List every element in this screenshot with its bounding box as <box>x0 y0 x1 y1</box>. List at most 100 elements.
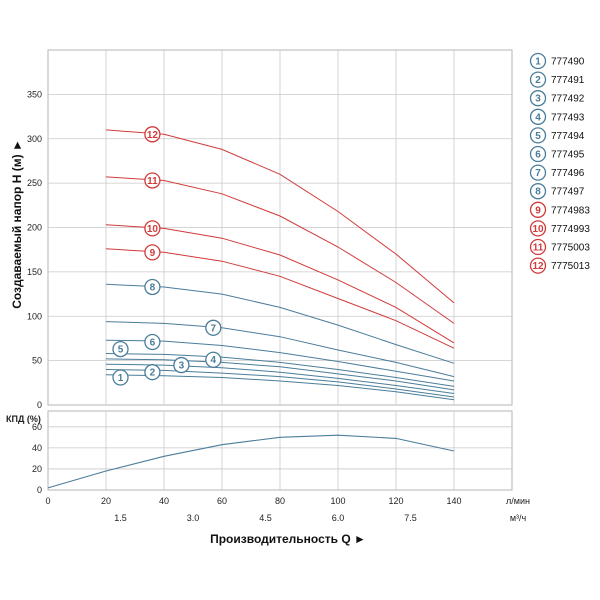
head-curve-8 <box>105 283 455 364</box>
head-axis-title: Создаваемый напор H (м) ► <box>10 139 24 309</box>
curve-marker-7: 7 <box>205 319 222 336</box>
curve-marker-2: 2 <box>144 364 161 381</box>
legend-badge-number: 11 <box>533 243 544 254</box>
marker-circle <box>112 369 129 386</box>
head-curve-12 <box>105 129 455 304</box>
efficiency-panel-grid <box>47 410 513 491</box>
x-unit-primary: л/мин <box>506 496 530 506</box>
legend-badge-number: 8 <box>535 187 541 198</box>
legend-item: 8 777497 <box>529 183 585 200</box>
legend-badge-number: 7 <box>535 168 541 179</box>
x-ticks-primary: 0 20 40 60 80 100 120 140 <box>45 496 461 506</box>
head-y-tick-label: 50 <box>32 356 42 366</box>
legend-badge-number: 4 <box>535 112 541 123</box>
head-curve-3 <box>105 363 455 394</box>
marker-circle <box>144 364 161 381</box>
curve-marker-12: 12 <box>144 126 161 143</box>
legend-item: 3 777492 <box>529 90 585 107</box>
x-tick-secondary-label: 4.5 <box>259 513 272 523</box>
legend-label: 7775013 <box>551 261 590 272</box>
x-tick-secondary-label: 7.5 <box>404 513 417 523</box>
legend-badge <box>529 183 547 200</box>
legend-item: 4 777493 <box>529 108 585 125</box>
legend-badge-number: 3 <box>535 94 541 105</box>
marker-number: 1 <box>118 373 124 384</box>
marker-number: 6 <box>150 337 156 348</box>
curve-marker-1: 1 <box>112 369 129 386</box>
head-curve-2 <box>105 369 455 398</box>
x-tick-secondary-label: 1.5 <box>114 513 127 523</box>
legend-item: 12 7775013 <box>529 257 590 274</box>
head-curves <box>105 129 455 401</box>
legend-badge <box>529 201 547 218</box>
x-tick-primary-label: 80 <box>275 496 285 506</box>
efficiency-y-tick-label: 40 <box>32 443 42 453</box>
legend-label: 7775003 <box>551 243 590 254</box>
curve-marker-10: 10 <box>144 220 161 237</box>
legend-badge-number: 10 <box>532 224 544 235</box>
head-curve-6 <box>105 339 455 382</box>
legend-item: 11 7775003 <box>529 238 590 256</box>
marker-number: 8 <box>150 282 156 293</box>
efficiency-curve <box>47 434 455 489</box>
head-curve-11 <box>105 176 455 324</box>
efficiency-curve-group <box>47 434 455 489</box>
legend-item: 7 777496 <box>529 164 585 181</box>
head-y-tick-label: 150 <box>27 267 42 277</box>
legend-label: 777496 <box>551 168 585 179</box>
legend-item: 2 777491 <box>529 71 585 88</box>
marker-circle <box>144 333 161 351</box>
legend-badge-number: 6 <box>535 150 541 161</box>
legend-badge-number: 2 <box>535 75 541 86</box>
curve-marker-6: 6 <box>144 333 161 351</box>
marker-circle <box>112 340 129 358</box>
x-ticks-secondary: 1.5 3.0 4.5 6.0 7.5 <box>114 513 417 523</box>
head-curve-5 <box>105 353 455 387</box>
head-curve-7 <box>105 321 455 378</box>
legend-badge <box>529 257 547 274</box>
curve-marker-11: 11 <box>144 172 161 189</box>
marker-number: 3 <box>179 361 185 372</box>
legend-item: 5 777494 <box>529 127 585 144</box>
legend-label: 777491 <box>551 75 585 86</box>
legend-badge <box>529 145 547 163</box>
marker-number: 12 <box>147 130 159 141</box>
efficiency-y-tick-label: 20 <box>32 464 42 474</box>
legend-badge <box>529 164 547 181</box>
legend-label: 7774993 <box>551 224 590 235</box>
legend-badge <box>529 238 547 256</box>
head-y-tick-label: 100 <box>27 311 42 321</box>
x-tick-primary-label: 0 <box>45 496 50 506</box>
legend-label: 777497 <box>551 187 585 198</box>
marker-number: 5 <box>118 345 124 356</box>
marker-circle <box>205 319 222 336</box>
legend-badge <box>529 108 547 125</box>
head-curve-9 <box>105 248 455 349</box>
legend-label: 7774983 <box>551 205 590 216</box>
head-curve-4 <box>105 358 455 391</box>
legend: 1 777490 2 777491 3 777492 4 777493 5 777494 6 7774… <box>529 52 590 274</box>
legend-badge <box>529 52 547 70</box>
efficiency-y-tick-label: 0 <box>37 485 42 495</box>
marker-circle <box>144 172 161 189</box>
marker-circle <box>144 220 161 237</box>
marker-circle <box>173 356 190 374</box>
marker-number: 4 <box>211 355 217 366</box>
head-y-tick-label: 200 <box>27 223 42 233</box>
x-tick-primary-label: 60 <box>217 496 227 506</box>
marker-number: 9 <box>150 248 156 259</box>
head-y-tick-label: 300 <box>27 134 42 144</box>
x-axis-title: Производительность Q ► <box>210 532 366 546</box>
legend-item: 9 7774983 <box>529 201 590 218</box>
efficiency-axis-title: КПД (%) <box>6 414 41 424</box>
legend-item: 6 777495 <box>529 145 585 163</box>
legend-badge <box>529 127 547 144</box>
legend-badge-number: 9 <box>535 205 541 216</box>
marker-number: 2 <box>150 368 156 379</box>
marker-number: 7 <box>211 323 217 334</box>
legend-badge <box>529 71 547 88</box>
marker-circle <box>205 351 222 368</box>
marker-circle <box>144 278 161 296</box>
